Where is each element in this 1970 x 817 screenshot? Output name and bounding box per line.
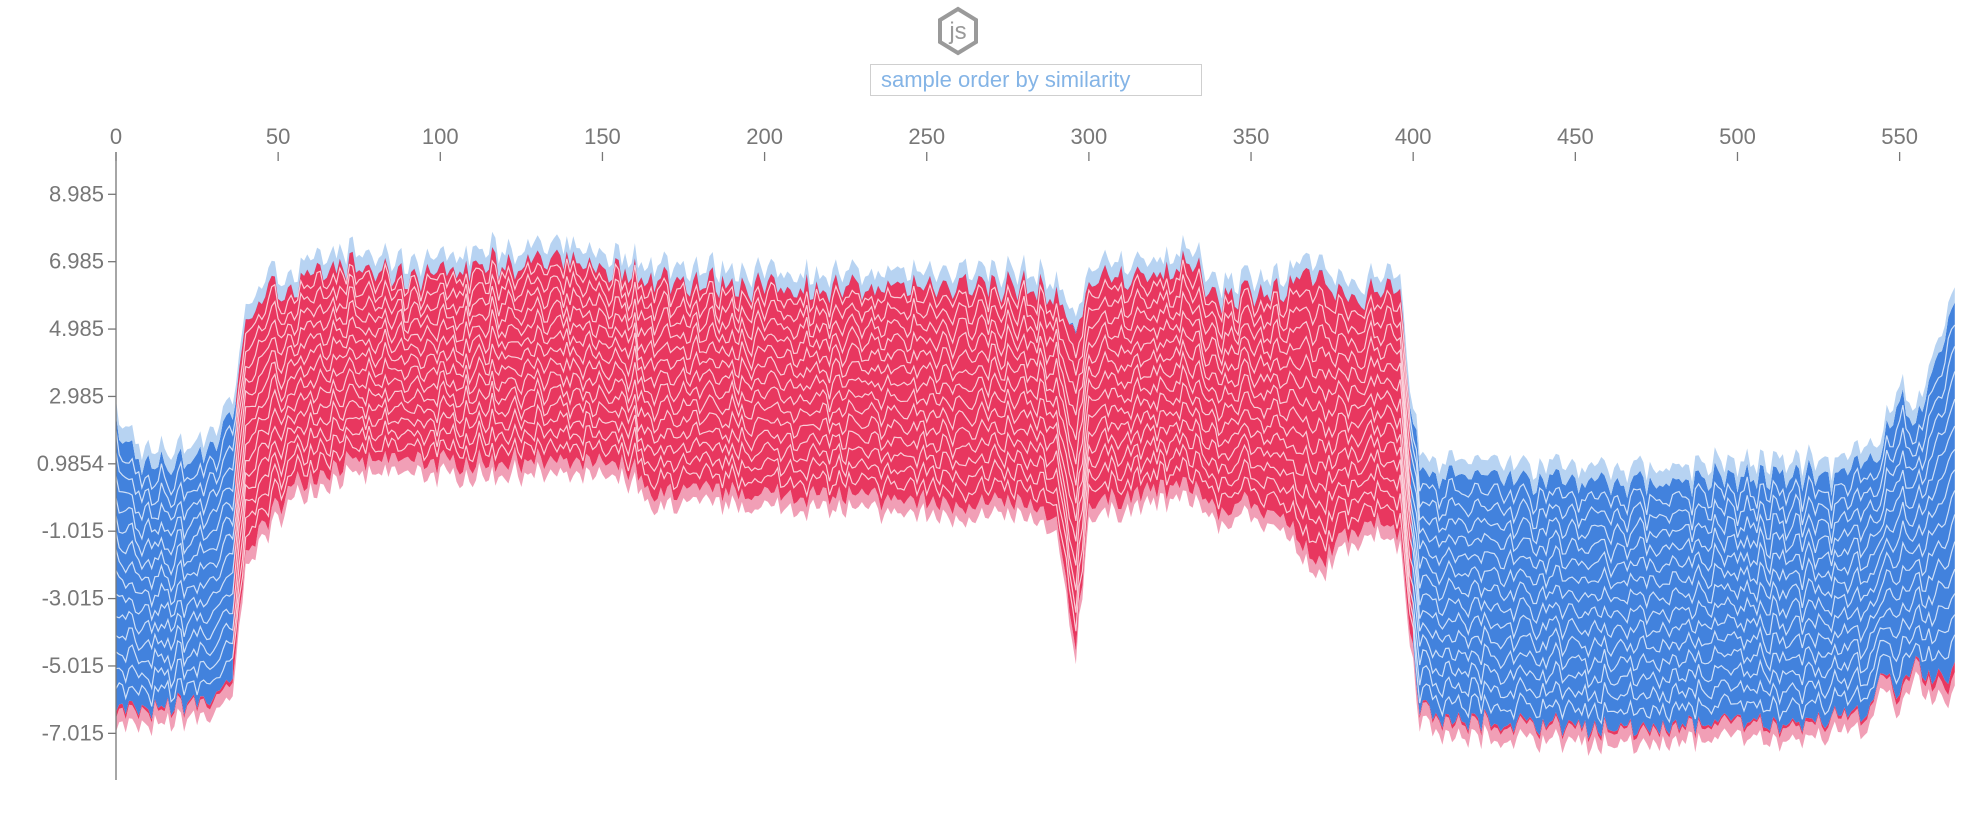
y-tick-label: -5.015 — [42, 653, 104, 678]
logo-hexagon — [938, 6, 978, 56]
x-tick-label: 350 — [1233, 124, 1270, 149]
feature-separator-line — [115, 420, 1956, 706]
y-tick-label: -7.015 — [42, 720, 104, 745]
y-tick-label: 4.985 — [49, 316, 104, 341]
x-tick-label: 400 — [1395, 124, 1432, 149]
plot-area — [115, 231, 1956, 756]
feature-separator-line — [115, 388, 1956, 676]
feature-separator-line — [115, 403, 1956, 690]
y-axis: 8.985 6.985 4.985 2.985 0.9854 -1.015 -3.015 -5… — [37, 152, 117, 780]
negative-light-band — [116, 231, 1955, 499]
x-axis: 0 50 100 150 200 250 300 350 400 450 500 550 — [110, 124, 1918, 161]
y-tick-label: 6.985 — [49, 249, 104, 274]
y-tick-label: -3.015 — [42, 586, 104, 611]
feature-separator-line — [115, 324, 1956, 591]
x-tick-label: 100 — [422, 124, 459, 149]
x-tick-label: 450 — [1557, 124, 1594, 149]
x-tick-label: 300 — [1071, 124, 1108, 149]
negative-feature-band — [116, 243, 1955, 739]
logo-text: js — [948, 18, 966, 45]
y-tick-label: -1.015 — [42, 518, 104, 543]
feature-separator-line — [115, 270, 1956, 533]
positive-feature-band — [116, 243, 1955, 743]
feature-separator-line — [115, 258, 1956, 517]
feature-separator-line — [115, 376, 1956, 659]
x-tick-label: 250 — [908, 124, 945, 149]
js-logo-icon: js — [938, 6, 978, 56]
feature-separator-line — [115, 432, 1956, 725]
feature-separator-line — [115, 307, 1956, 579]
feature-separator-line — [115, 355, 1956, 626]
y-tick-label: 0.9854 — [37, 451, 104, 476]
x-tick-label: 150 — [584, 124, 621, 149]
x-tick-label: 200 — [746, 124, 783, 149]
feature-separator-line — [115, 285, 1956, 548]
feature-separator-line — [115, 341, 1956, 610]
x-tick-label: 500 — [1719, 124, 1756, 149]
x-tick-label: 0 — [110, 124, 122, 149]
x-tick-label: 550 — [1881, 124, 1918, 149]
y-tick-label: 2.985 — [49, 383, 104, 408]
feature-separator-line — [115, 295, 1956, 565]
x-tick-label: 50 — [266, 124, 290, 149]
feature-separator-line — [115, 367, 1956, 641]
sample-order-select[interactable]: sample order by similarity — [870, 64, 1202, 96]
y-tick-label: 8.985 — [49, 181, 104, 206]
